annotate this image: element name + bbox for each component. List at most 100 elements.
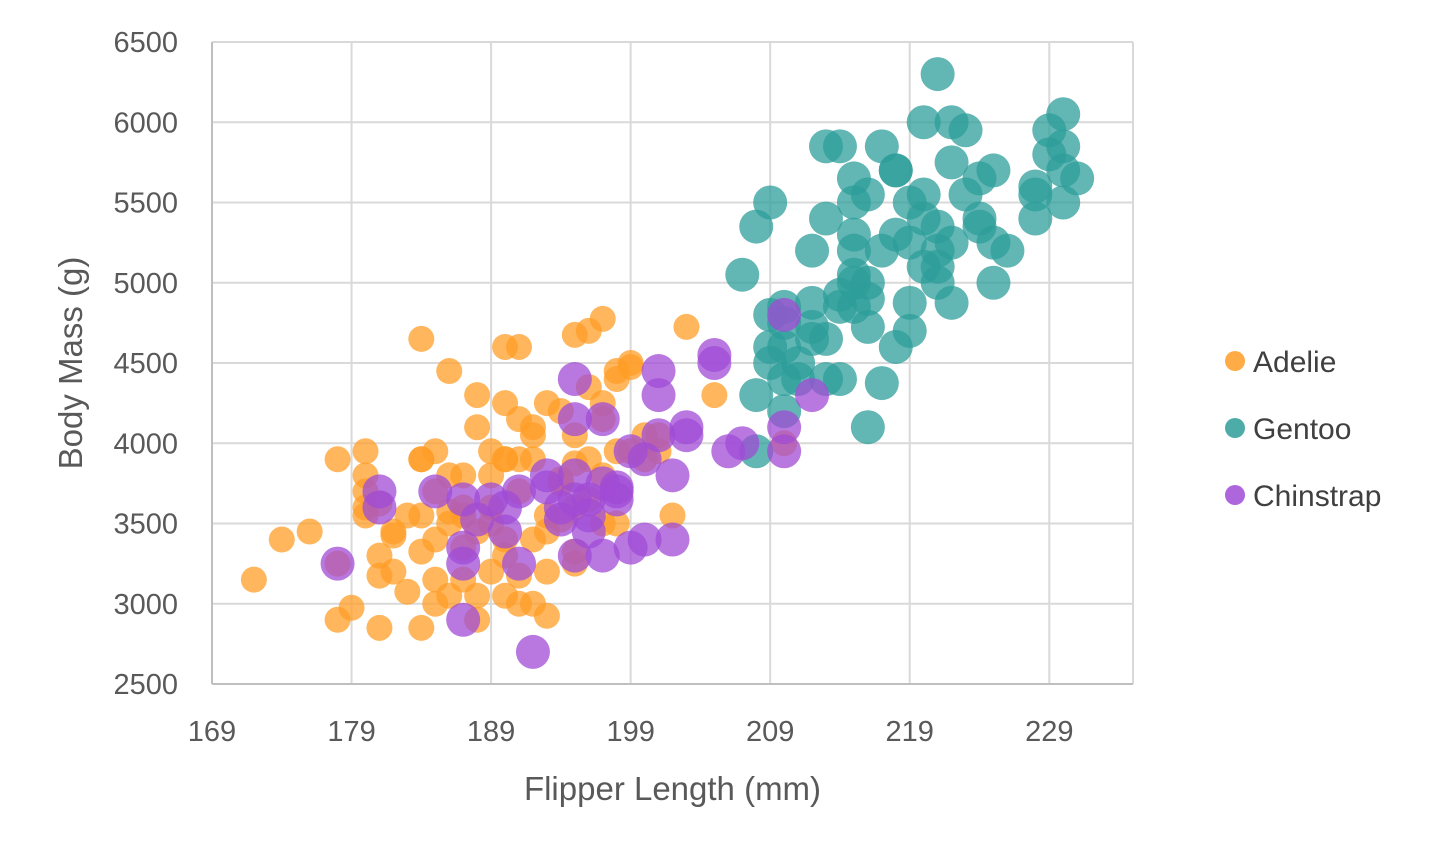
point-adelie	[589, 305, 616, 332]
point-gentoo	[920, 57, 955, 92]
point-chinstrap	[795, 378, 830, 413]
point-adelie	[519, 414, 546, 441]
x-tick-label: 189	[467, 716, 515, 748]
point-adelie	[464, 414, 491, 441]
x-tick-label: 229	[1025, 716, 1073, 748]
point-gentoo	[850, 265, 885, 300]
point-gentoo	[892, 313, 927, 348]
point-chinstrap	[502, 546, 536, 581]
point-gentoo	[906, 177, 941, 212]
point-adelie	[352, 438, 379, 465]
point-gentoo	[976, 153, 1011, 188]
point-adelie	[408, 502, 435, 529]
point-gentoo	[878, 153, 913, 188]
point-adelie	[408, 614, 435, 641]
x-tick-label: 219	[886, 716, 934, 748]
y-tick-label: 5500	[113, 188, 178, 220]
point-chinstrap	[488, 514, 523, 549]
y-axis-title: Body Mass (g)	[52, 257, 89, 470]
axis-titles: Flipper Length (mm) Body Mass (g)	[52, 257, 821, 807]
y-tick-label: 4000	[113, 428, 178, 460]
y-tick-label: 3000	[113, 589, 178, 621]
point-gentoo	[739, 378, 774, 413]
legend-label-chinstrap: Chinstrap	[1253, 480, 1381, 513]
legend-marker-adelie	[1225, 351, 1245, 371]
point-chinstrap	[767, 297, 802, 332]
point-adelie	[380, 558, 407, 585]
point-chinstrap	[585, 538, 620, 573]
point-gentoo	[892, 285, 927, 320]
point-gentoo	[809, 321, 843, 356]
tick-labels: 2500 3000 3500 4000 4500 5000 5500 6000 6500 169 1…	[113, 27, 1073, 748]
point-gentoo	[725, 257, 760, 292]
point-gentoo	[795, 233, 830, 268]
point-chinstrap	[362, 490, 397, 525]
point-adelie	[296, 518, 323, 545]
point-gentoo	[1018, 177, 1053, 212]
point-adelie	[701, 382, 728, 409]
point-chinstrap	[767, 434, 802, 469]
legend-marker-chinstrap	[1225, 485, 1245, 505]
point-gentoo	[864, 366, 899, 401]
point-gentoo	[822, 362, 857, 397]
point-chinstrap	[627, 522, 662, 557]
point-gentoo	[850, 410, 885, 445]
point-chinstrap	[515, 634, 550, 669]
axes	[211, 42, 1133, 685]
point-chinstrap	[557, 402, 592, 437]
point-adelie	[464, 582, 491, 609]
y-tick-label: 6000	[113, 107, 178, 139]
legend: Adelie Gentoo Chinstrap	[1225, 346, 1381, 513]
legend-label-gentoo: Gentoo	[1253, 413, 1351, 446]
point-adelie	[408, 325, 435, 352]
point-chinstrap	[320, 546, 355, 581]
gridlines	[212, 41, 1134, 684]
point-gentoo	[809, 201, 843, 236]
point-adelie	[324, 446, 351, 473]
point-gentoo	[934, 145, 969, 180]
legend-label-adelie: Adelie	[1253, 346, 1336, 379]
point-gentoo	[1018, 201, 1053, 236]
point-chinstrap	[767, 410, 802, 445]
legend-item-adelie: Adelie	[1225, 346, 1336, 379]
point-adelie	[366, 614, 393, 641]
legend-item-gentoo: Gentoo	[1225, 413, 1351, 446]
point-chinstrap	[641, 354, 676, 389]
point-adelie	[436, 358, 463, 385]
point-gentoo	[948, 113, 983, 148]
y-tick-label: 6500	[113, 27, 178, 59]
x-axis-title: Flipper Length (mm)	[524, 770, 821, 807]
y-tick-label: 4500	[113, 348, 178, 380]
legend-marker-gentoo	[1225, 418, 1245, 438]
x-tick-label: 169	[188, 716, 236, 748]
point-adelie	[394, 578, 421, 605]
point-adelie	[659, 502, 686, 529]
point-gentoo	[795, 285, 830, 320]
point-chinstrap	[418, 474, 453, 509]
x-tick-label: 199	[606, 716, 654, 748]
point-chinstrap	[557, 362, 592, 397]
y-tick-label: 3500	[113, 509, 178, 541]
point-chinstrap	[655, 458, 690, 493]
point-adelie	[673, 313, 700, 340]
point-gentoo	[836, 217, 871, 252]
point-adelie	[464, 382, 491, 409]
data-points	[240, 57, 1095, 669]
point-gentoo	[850, 309, 885, 344]
point-chinstrap	[502, 474, 536, 509]
point-adelie	[533, 602, 560, 629]
point-chinstrap	[697, 346, 732, 380]
point-adelie	[240, 566, 267, 593]
point-adelie	[268, 526, 295, 553]
point-gentoo	[906, 105, 941, 140]
point-chinstrap	[669, 418, 704, 453]
point-gentoo	[822, 129, 857, 164]
legend-item-chinstrap: Chinstrap	[1225, 480, 1381, 513]
point-gentoo	[1046, 97, 1081, 132]
point-chinstrap	[585, 402, 620, 437]
y-tick-label: 2500	[113, 669, 178, 701]
point-gentoo	[850, 177, 885, 212]
point-chinstrap	[655, 522, 690, 557]
